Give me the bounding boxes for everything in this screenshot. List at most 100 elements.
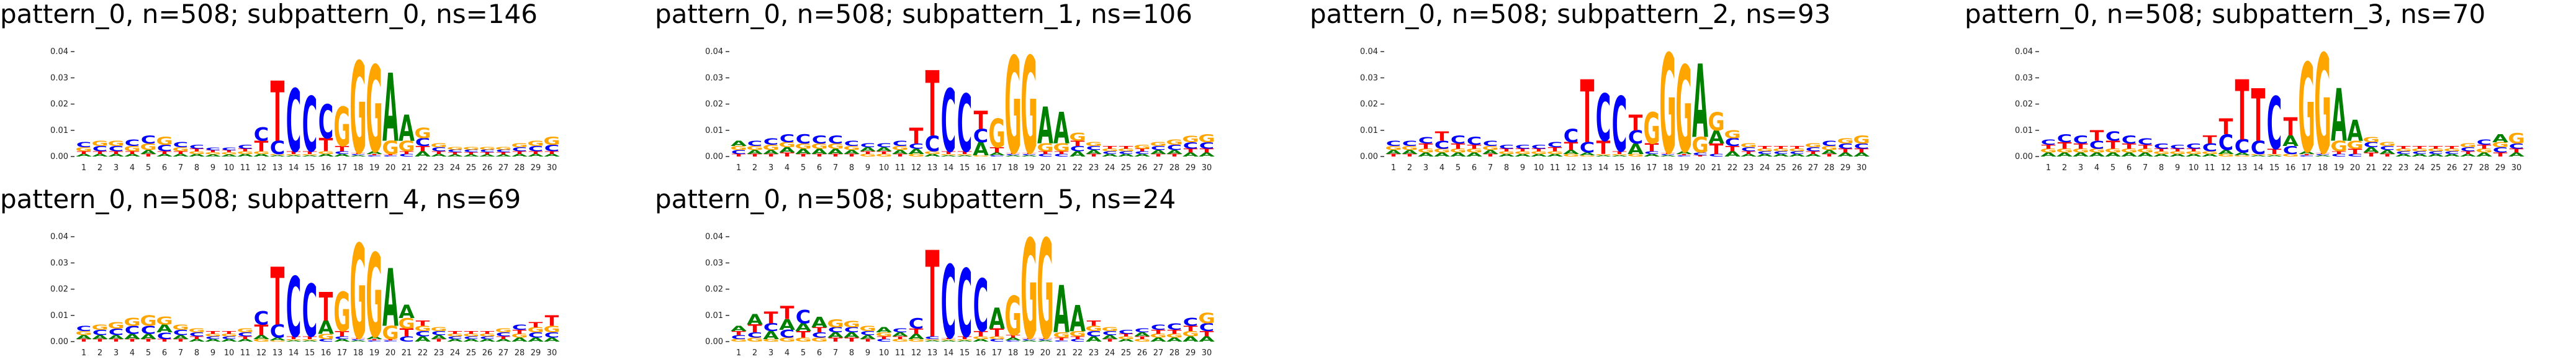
logo-letter-C: C [860, 330, 875, 336]
x-tick-label: 6 [162, 348, 167, 358]
logo-letter-C: C [1402, 139, 1417, 147]
x-tick-label: 5 [801, 163, 806, 173]
logo-letter-C: C [763, 321, 778, 334]
logo-letter-C: C [302, 82, 317, 170]
logo-letter-C: C [2461, 146, 2475, 152]
logo-letter-T: T [271, 64, 285, 160]
x-tick-label: 25 [466, 348, 477, 358]
x-tick-label: 3 [768, 163, 773, 173]
logo-letter-A: A [1005, 155, 1022, 157]
logo-letter-G: G [2201, 150, 2218, 155]
logo-letter-G: G [2475, 147, 2492, 153]
x-tick-label: 15 [305, 163, 315, 173]
logo-letter-G: G [349, 219, 366, 359]
logo-letter-T: T [480, 152, 495, 155]
logo-letter-A: A [1515, 153, 1531, 158]
logo-letter-C: C [544, 331, 559, 339]
logo-letter-C: C [1038, 339, 1053, 340]
logo-letter-G: G [543, 135, 560, 147]
logo-letter-A: A [876, 146, 892, 152]
x-tick-label: 5 [146, 163, 151, 173]
x-tick-label: 25 [1776, 163, 1786, 173]
logo-letter-A: A [2186, 153, 2202, 158]
logo-letter-T: T [1387, 153, 1402, 158]
logo-letter-A: A [2428, 153, 2444, 158]
x-tick-label: 18 [353, 163, 364, 173]
logo-letter-T: T [958, 335, 973, 340]
logo-letter-G: G [1756, 148, 1773, 152]
x-tick-label: 25 [2431, 163, 2441, 173]
logo-letter-C: C [1135, 150, 1150, 155]
logo-letter-A: A [973, 139, 989, 160]
x-tick-label: 28 [1169, 163, 1180, 173]
logo-letter-C: C [496, 331, 511, 337]
logo-letter-C: C [1677, 155, 1691, 157]
x-tick-label: 26 [1137, 163, 1148, 173]
logo-letter-C: C [989, 339, 1004, 343]
logo-letter-T: T [2316, 152, 2330, 154]
logo-letter-T: T [319, 135, 334, 156]
logo-letter-A: A [924, 340, 941, 342]
logo-letter-A: A [2040, 152, 2056, 158]
logo-letter-A: A [431, 153, 447, 158]
logo-letter-G: G [172, 146, 189, 152]
logo-letter-C: C [480, 149, 495, 153]
logo-letter-A: A [1182, 152, 1199, 158]
x-tick-label: 8 [849, 163, 854, 173]
logo-letter-G: G [1037, 212, 1053, 359]
logo-letter-C: C [238, 331, 253, 337]
logo-letter-C: C [125, 138, 140, 148]
logo-letter-T: T [142, 153, 156, 158]
logo-letter-C: C [1660, 153, 1675, 155]
logo-letter-G: G [875, 331, 892, 337]
logo-letter-A: A [399, 108, 415, 150]
logo-letter-A: A [1166, 149, 1182, 155]
logo-letter-A: A [2444, 153, 2460, 158]
x-tick-label: 4 [785, 348, 790, 358]
logo-letter-C: C [189, 331, 204, 337]
logo-letter-C: C [2251, 138, 2266, 158]
logo-letter-C: C [941, 244, 956, 359]
logo-letter-A: A [1402, 149, 1418, 155]
logo-letter-G: G [1085, 324, 1102, 332]
logo-letter-T: T [303, 335, 318, 340]
logo-letter-A: A [989, 302, 1005, 335]
logo-letter-A: A [1837, 152, 1853, 158]
logo-letter-C: C [2412, 150, 2427, 155]
y-tick-label: 0.00 [705, 152, 723, 161]
y-tick-label: 0.03 [50, 73, 68, 83]
logo-letter-C: C [812, 134, 827, 146]
logo-letter-G: G [1643, 103, 1660, 154]
logo-letter-T: T [2429, 145, 2444, 150]
logo-letter-A: A [350, 340, 367, 342]
x-tick-label: 1 [2046, 163, 2051, 173]
logo-letter-T: T [942, 150, 957, 155]
logo-letter-A: A [76, 153, 92, 158]
logo-letter-T: T [2397, 145, 2412, 150]
logo-letter-G: G [811, 337, 827, 343]
logo-letter-T: T [158, 150, 173, 155]
logo-letter-T: T [529, 150, 544, 155]
logo-letter-A: A [269, 155, 286, 157]
logo-letter-G: G [940, 339, 957, 340]
logo-letter-T: T [93, 150, 108, 155]
logo-letter-C: C [1418, 135, 1433, 146]
logo-letter-T: T [1855, 147, 1869, 153]
y-tick-label: 0.03 [705, 73, 723, 83]
logo-letter-C: C [512, 146, 527, 152]
logo-letter-T: T [1184, 324, 1198, 332]
logo-letter-G: G [2169, 150, 2186, 155]
logo-letter-C: C [828, 134, 843, 146]
logo-letter-A: A [1450, 152, 1466, 158]
logo-letter-T: T [77, 339, 92, 343]
logo-letter-A: A [844, 149, 860, 155]
logo-letter-C: C [876, 142, 891, 148]
logo-letter-T: T [2284, 112, 2298, 142]
x-tick-label: 28 [515, 163, 525, 173]
x-tick-label: 11 [895, 348, 906, 358]
y-axis: 0.00 0.01 0.02 0.03 0.04 [705, 232, 729, 347]
x-tick-label: 22 [1727, 163, 1738, 173]
logo-letters: TAGCTACGTACGTACGTACGTCAGTACGATCGACGTACGT… [75, 219, 560, 359]
logo-letter-A: A [1773, 153, 1789, 158]
panel-title: pattern_0, n=508; subpattern_2, ns=93 [1310, 0, 1831, 29]
